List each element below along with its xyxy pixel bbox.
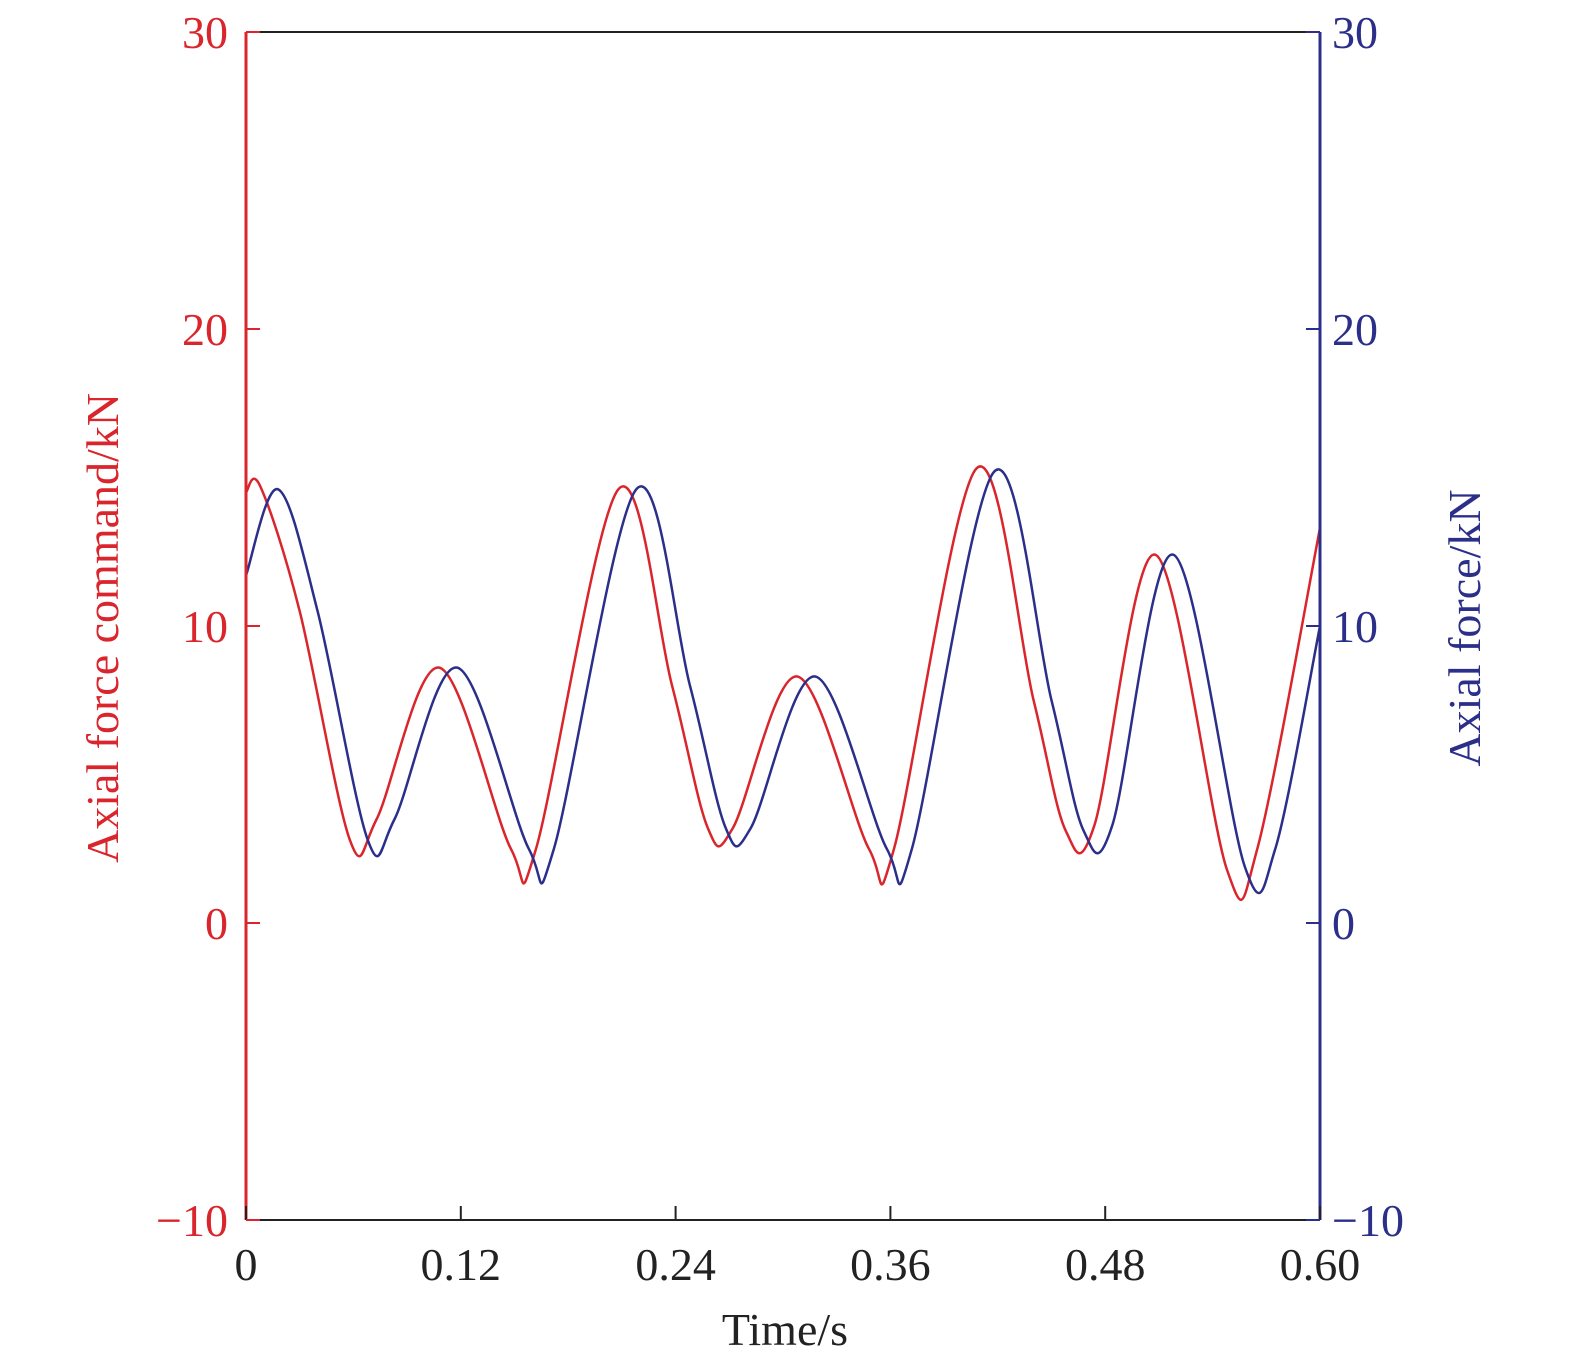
x-tick-label: 0.60: [1280, 1239, 1361, 1290]
y-tick-label-right: −10: [1332, 1195, 1404, 1246]
series-layer: [244, 465, 1322, 902]
x-tick-label: 0.36: [850, 1239, 931, 1290]
y-tick-label-left: 30: [182, 7, 228, 58]
axes-layer: 0 0.12 0.24 0.36 0.48 0.60−100102030−10010203…: [156, 7, 1404, 1290]
x-tick-label: 0.48: [1065, 1239, 1146, 1290]
y-axis-title-right: Axial force/kN: [1439, 489, 1490, 766]
y-tick-label-right: 30: [1332, 7, 1378, 58]
y-tick-label-left: 0: [205, 898, 228, 949]
y-tick-label-right: 0: [1332, 898, 1355, 949]
x-tick-label: 0.24: [635, 1239, 716, 1290]
x-axis-title: Time/s: [722, 1304, 848, 1355]
y-tick-label-right: 10: [1332, 601, 1378, 652]
y-tick-label-right: 20: [1332, 304, 1378, 355]
series-line-right: [244, 468, 1322, 895]
y-axis-title-left: Axial force command/kN: [77, 393, 128, 863]
y-tick-label-left: −10: [156, 1195, 228, 1246]
x-tick-label: 0.12: [421, 1239, 502, 1290]
series-line-left: [244, 465, 1322, 902]
y-tick-label-left: 10: [182, 601, 228, 652]
y-tick-label-left: 20: [182, 304, 228, 355]
x-tick-label: 0: [235, 1239, 258, 1290]
